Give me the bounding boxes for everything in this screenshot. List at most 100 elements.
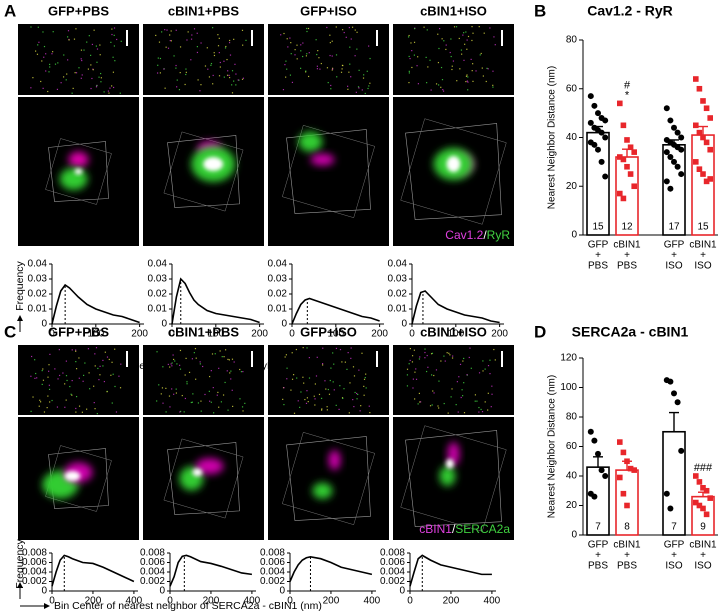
speckle — [186, 39, 188, 41]
speckle — [357, 86, 360, 88]
speckle — [34, 377, 36, 379]
speckle — [452, 60, 455, 62]
speckle — [318, 57, 320, 59]
speckle — [285, 76, 287, 78]
speckle — [426, 354, 428, 357]
speckle — [484, 401, 486, 403]
speckle — [51, 399, 53, 402]
speckle — [335, 404, 337, 406]
speckle — [231, 389, 233, 391]
speckle — [354, 391, 356, 394]
speckle — [295, 348, 298, 351]
speckle — [343, 388, 345, 390]
arrow-head — [17, 582, 23, 588]
speckle — [321, 408, 323, 410]
speckle — [411, 361, 414, 363]
speckle — [485, 80, 487, 83]
speckle — [190, 59, 192, 61]
speckle — [80, 58, 82, 60]
speckle — [175, 64, 177, 67]
speckle — [470, 367, 472, 369]
speckle — [363, 394, 365, 396]
speckle — [494, 359, 496, 361]
speckle — [359, 410, 361, 412]
data-point — [631, 183, 637, 190]
speckle — [482, 75, 484, 77]
speckle — [478, 372, 481, 374]
speckle — [342, 29, 344, 31]
legend-part: Cav1.2 — [445, 228, 483, 242]
data-point — [595, 450, 601, 457]
speckle — [179, 349, 182, 352]
speckle — [229, 54, 232, 56]
y-tick-label: 0.006 — [140, 557, 165, 568]
x-tick-label: 200 — [443, 596, 460, 607]
speckle — [348, 71, 350, 73]
speckle — [35, 372, 37, 375]
speckle — [452, 355, 454, 357]
speckle — [341, 68, 343, 70]
speckle — [463, 357, 465, 360]
x-tick-label: 100 — [207, 329, 224, 340]
y-tick-label: 0 — [571, 530, 577, 541]
speckle — [176, 86, 178, 88]
speckle — [208, 76, 211, 78]
channel-legend: cBIN1/SERCA2a — [419, 522, 510, 536]
data-point — [617, 154, 623, 160]
data-point — [707, 176, 713, 182]
speckle — [467, 35, 470, 38]
speckle — [466, 48, 468, 50]
speckle — [417, 83, 420, 85]
speckle — [481, 411, 484, 413]
speckle — [157, 64, 159, 66]
speckle — [332, 381, 334, 383]
speckle — [95, 45, 97, 47]
speckle — [67, 36, 69, 38]
speckle — [75, 411, 77, 413]
speckle — [450, 55, 452, 58]
y-tick-label: 0.004 — [380, 567, 405, 578]
speckle — [307, 27, 310, 30]
speckle — [84, 362, 86, 364]
data-point — [693, 159, 699, 165]
fluorescence — [312, 482, 333, 499]
data-point — [617, 474, 623, 481]
speckle — [199, 90, 201, 92]
speckle — [326, 409, 328, 411]
micrograph — [393, 24, 514, 95]
speckle — [219, 66, 221, 68]
speckle — [99, 54, 101, 56]
significance: # — [624, 79, 631, 91]
speckle — [424, 348, 426, 350]
speckle — [437, 405, 439, 407]
speckle — [163, 68, 165, 70]
speckle — [32, 77, 34, 79]
speckle — [74, 72, 76, 74]
speckle — [158, 41, 161, 43]
render — [268, 97, 389, 246]
speckle — [48, 370, 50, 372]
data-point — [671, 158, 677, 165]
speckle — [81, 74, 83, 76]
speckle — [161, 387, 164, 389]
y-axis-label: Nearest Neighbor Distance (nm) — [547, 375, 558, 518]
speckle — [37, 26, 39, 28]
speckle — [474, 394, 477, 396]
speckle — [98, 379, 100, 381]
x-tick-label: 400 — [364, 596, 381, 607]
speckle — [451, 357, 454, 359]
n-label: 7 — [671, 522, 677, 533]
y-tick-label: 0 — [279, 586, 285, 597]
speckle — [119, 387, 122, 389]
speckle — [325, 388, 327, 390]
speckle — [241, 78, 244, 80]
speckle — [71, 92, 73, 94]
speckle — [173, 358, 175, 361]
speckle — [451, 388, 453, 390]
speckle — [176, 363, 178, 365]
speckle — [99, 365, 101, 367]
speckle — [233, 361, 235, 363]
bounding-box — [286, 129, 371, 214]
speckle — [209, 400, 211, 402]
